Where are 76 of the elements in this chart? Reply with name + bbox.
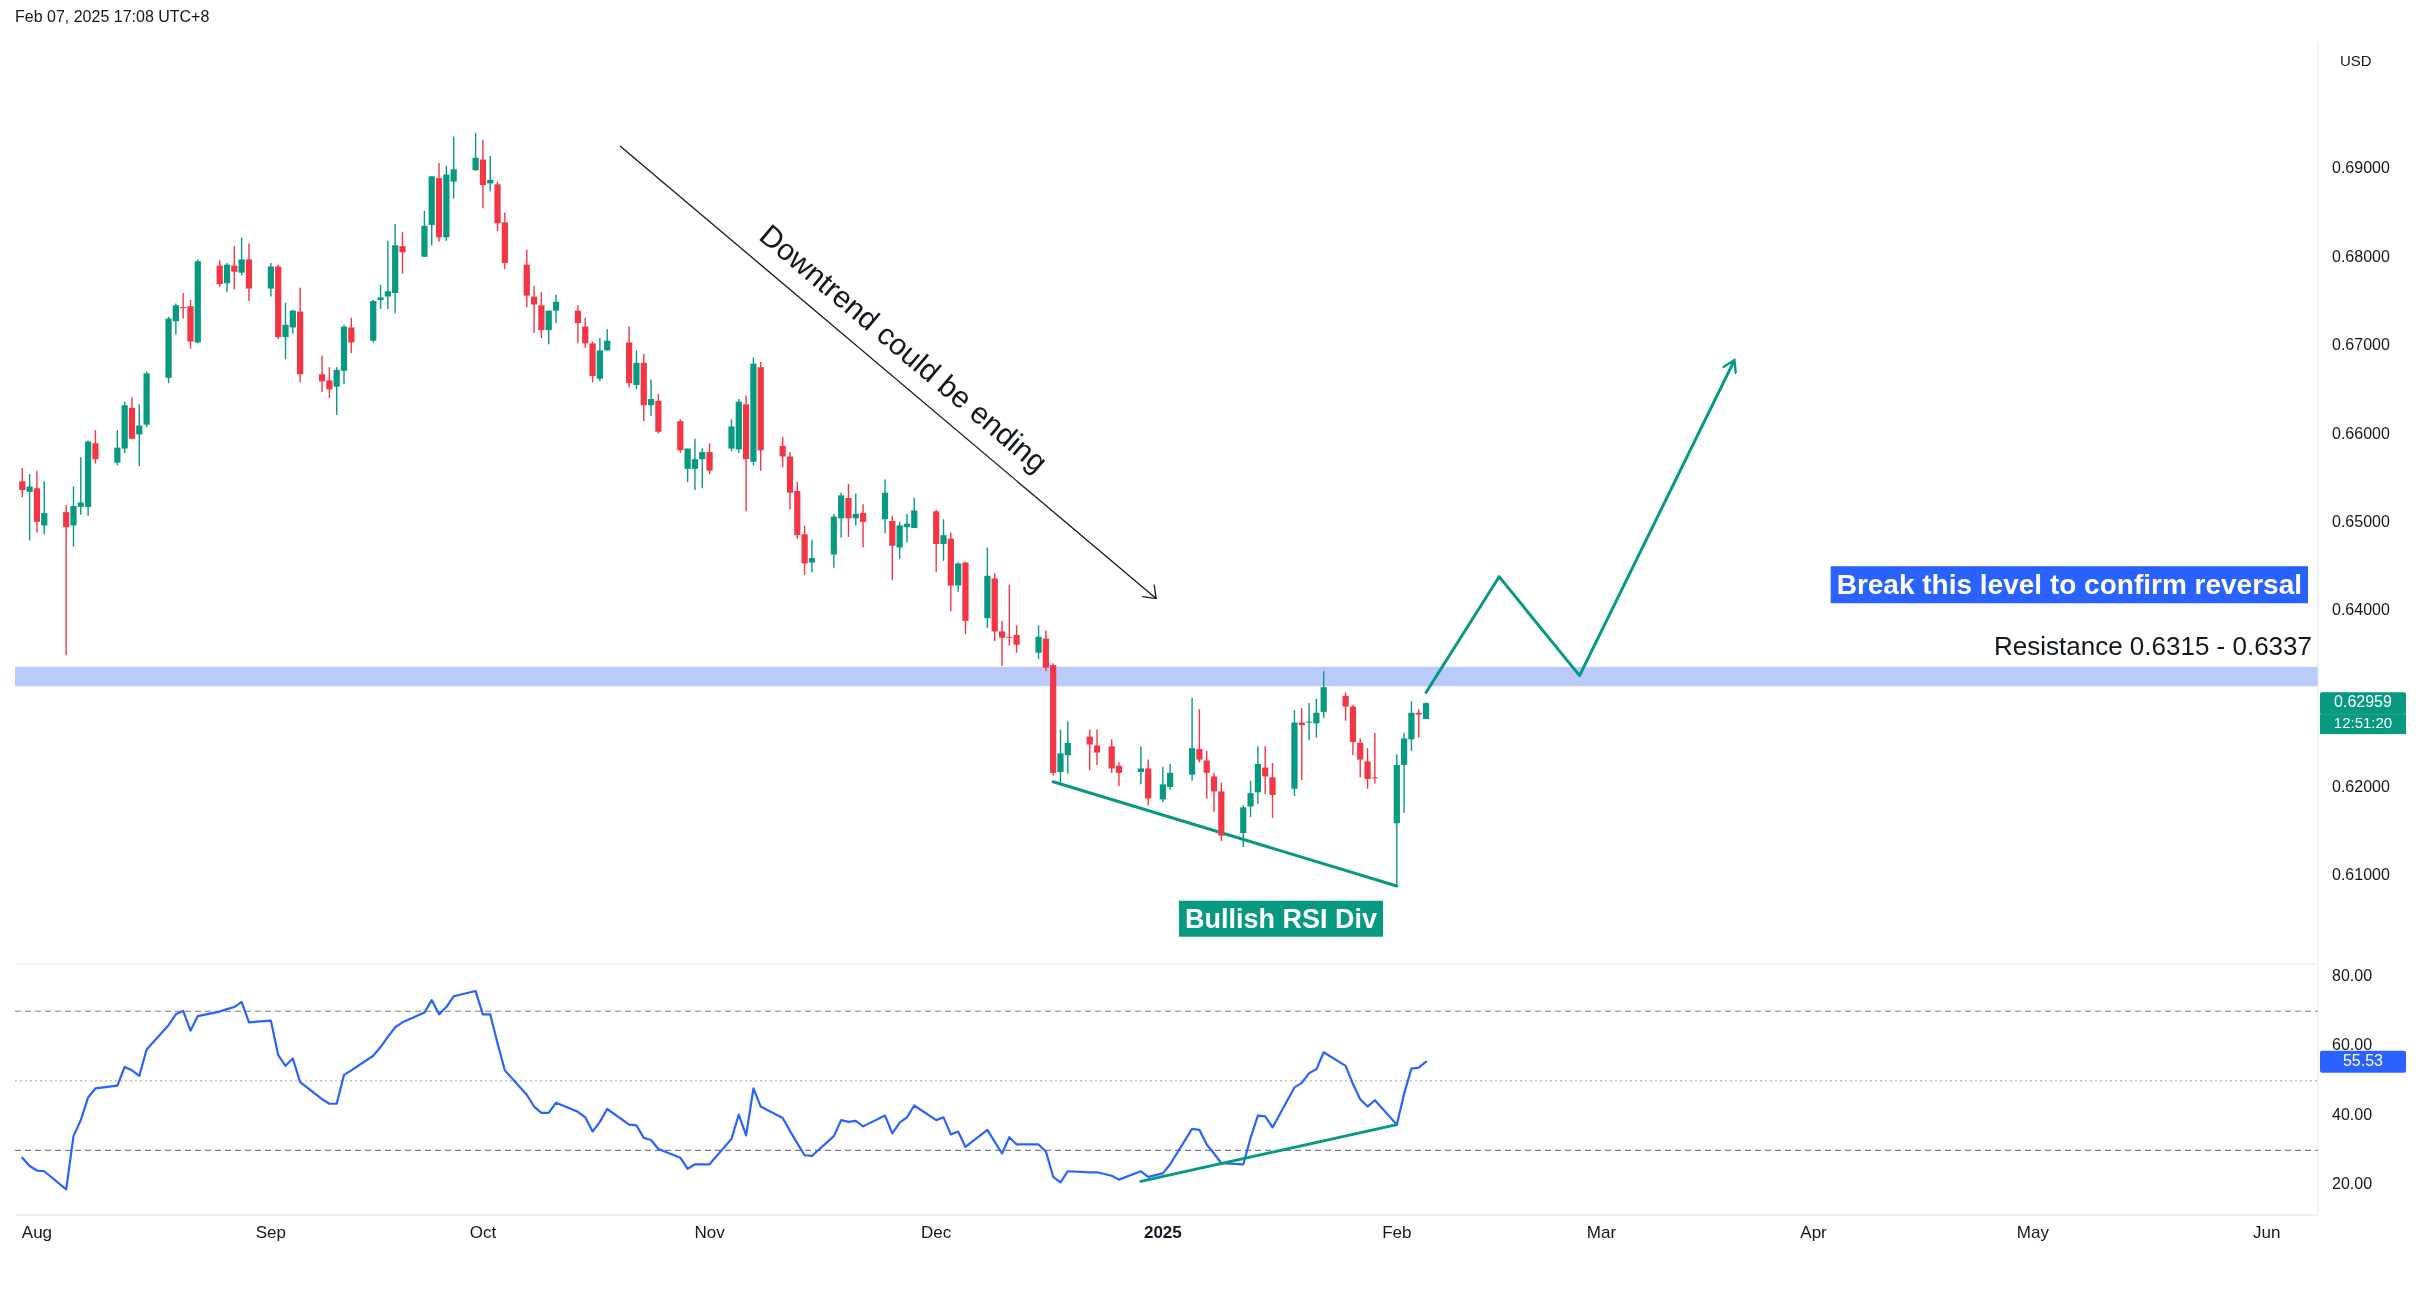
candlestick (955, 561, 962, 593)
candlestick (699, 447, 706, 489)
candlestick (472, 132, 479, 172)
y-tick-label: 0.65000 (2332, 512, 2390, 530)
candlestick (348, 317, 355, 354)
line-series (21, 989, 1428, 1191)
x-tick-label: Feb (1382, 1223, 1412, 1242)
y-tick-label: 0.61000 (2332, 866, 2390, 884)
candlestick (1298, 707, 1305, 781)
x-tick-label: Nov (694, 1223, 726, 1242)
y-tick-label: 40.00 (2332, 1105, 2373, 1123)
candlestick (231, 245, 238, 291)
candlestick (216, 259, 223, 288)
y-tick-label: 0.62000 (2332, 778, 2390, 796)
candlestick (1415, 708, 1422, 739)
candlestick (377, 284, 384, 310)
text: 55.53 (2342, 1051, 2384, 1069)
chart-title: Feb 07, 2025 17:08 UTC+8 (15, 8, 210, 25)
candlestick (1013, 624, 1020, 654)
candlestick (647, 378, 655, 417)
x-tick-label: Dec (921, 1223, 952, 1242)
y-tick-label: 20.00 (2332, 1175, 2373, 1193)
y-tick-label: 0.66000 (2332, 424, 2390, 442)
candlestick (845, 483, 852, 538)
candlestick (1196, 708, 1203, 763)
candlestick (706, 442, 713, 475)
text: 0.62959 (2334, 693, 2393, 711)
candlestick (940, 518, 947, 562)
candlestick (1357, 737, 1364, 778)
x-tick-label: Oct (469, 1223, 497, 1242)
candlestick (779, 436, 786, 468)
candlestick (238, 236, 245, 277)
x-tick-label: Apr (1800, 1223, 1828, 1242)
x-tick-label: May (2016, 1223, 2050, 1242)
candlestick (26, 473, 33, 542)
candlestick (1093, 728, 1101, 766)
band-label: Resistance 0.6315 - 0.6337 (1994, 630, 2312, 661)
candlestick (63, 504, 70, 657)
candlestick (19, 467, 26, 498)
candlestick (114, 429, 121, 467)
candlestick (859, 503, 867, 549)
candlestick (223, 262, 231, 293)
candlestick (1247, 780, 1254, 818)
candlestick (267, 262, 274, 298)
y-tick-label: 60.00 (2332, 1036, 2373, 1054)
candlestick (574, 304, 582, 345)
candlestick (399, 231, 406, 275)
annotation: Bullish RSI Div (1184, 903, 1377, 934)
y-tick-label: 0.68000 (2332, 247, 2390, 265)
candlestick (450, 135, 457, 200)
candlestick (1342, 691, 1349, 722)
text: 12:51:20 (2333, 714, 2393, 732)
candlestick (1137, 745, 1145, 786)
candlestick (1269, 762, 1276, 819)
candlestick (41, 480, 48, 535)
x-tick-label: 2025 (1143, 1223, 1182, 1242)
candlestick (552, 294, 560, 324)
candlestick (1035, 624, 1042, 660)
annotation: Break this level to confirm reversal (1836, 569, 2302, 601)
x-tick-label: Jun (2253, 1223, 2281, 1242)
y-tick-label: 0.69000 (2332, 159, 2390, 177)
candlestick (1210, 772, 1218, 813)
candlestick (1086, 728, 1093, 771)
candlestick (545, 309, 552, 345)
candlestick (92, 429, 99, 465)
y-tick-label: 0.67000 (2332, 336, 2390, 354)
candlestick (808, 538, 816, 573)
y-tick-label: 80.00 (2332, 966, 2373, 984)
x-tick-label: Mar (1586, 1223, 1617, 1242)
candlestick (633, 349, 640, 391)
candlestick (1203, 750, 1210, 800)
candlestick (582, 317, 589, 349)
x-tick-label: Aug (21, 1223, 53, 1242)
y-tick-label: 0.64000 (2332, 601, 2390, 619)
y-axis-title: USD (2340, 52, 2372, 69)
x-tick-label: Sep (255, 1223, 287, 1242)
